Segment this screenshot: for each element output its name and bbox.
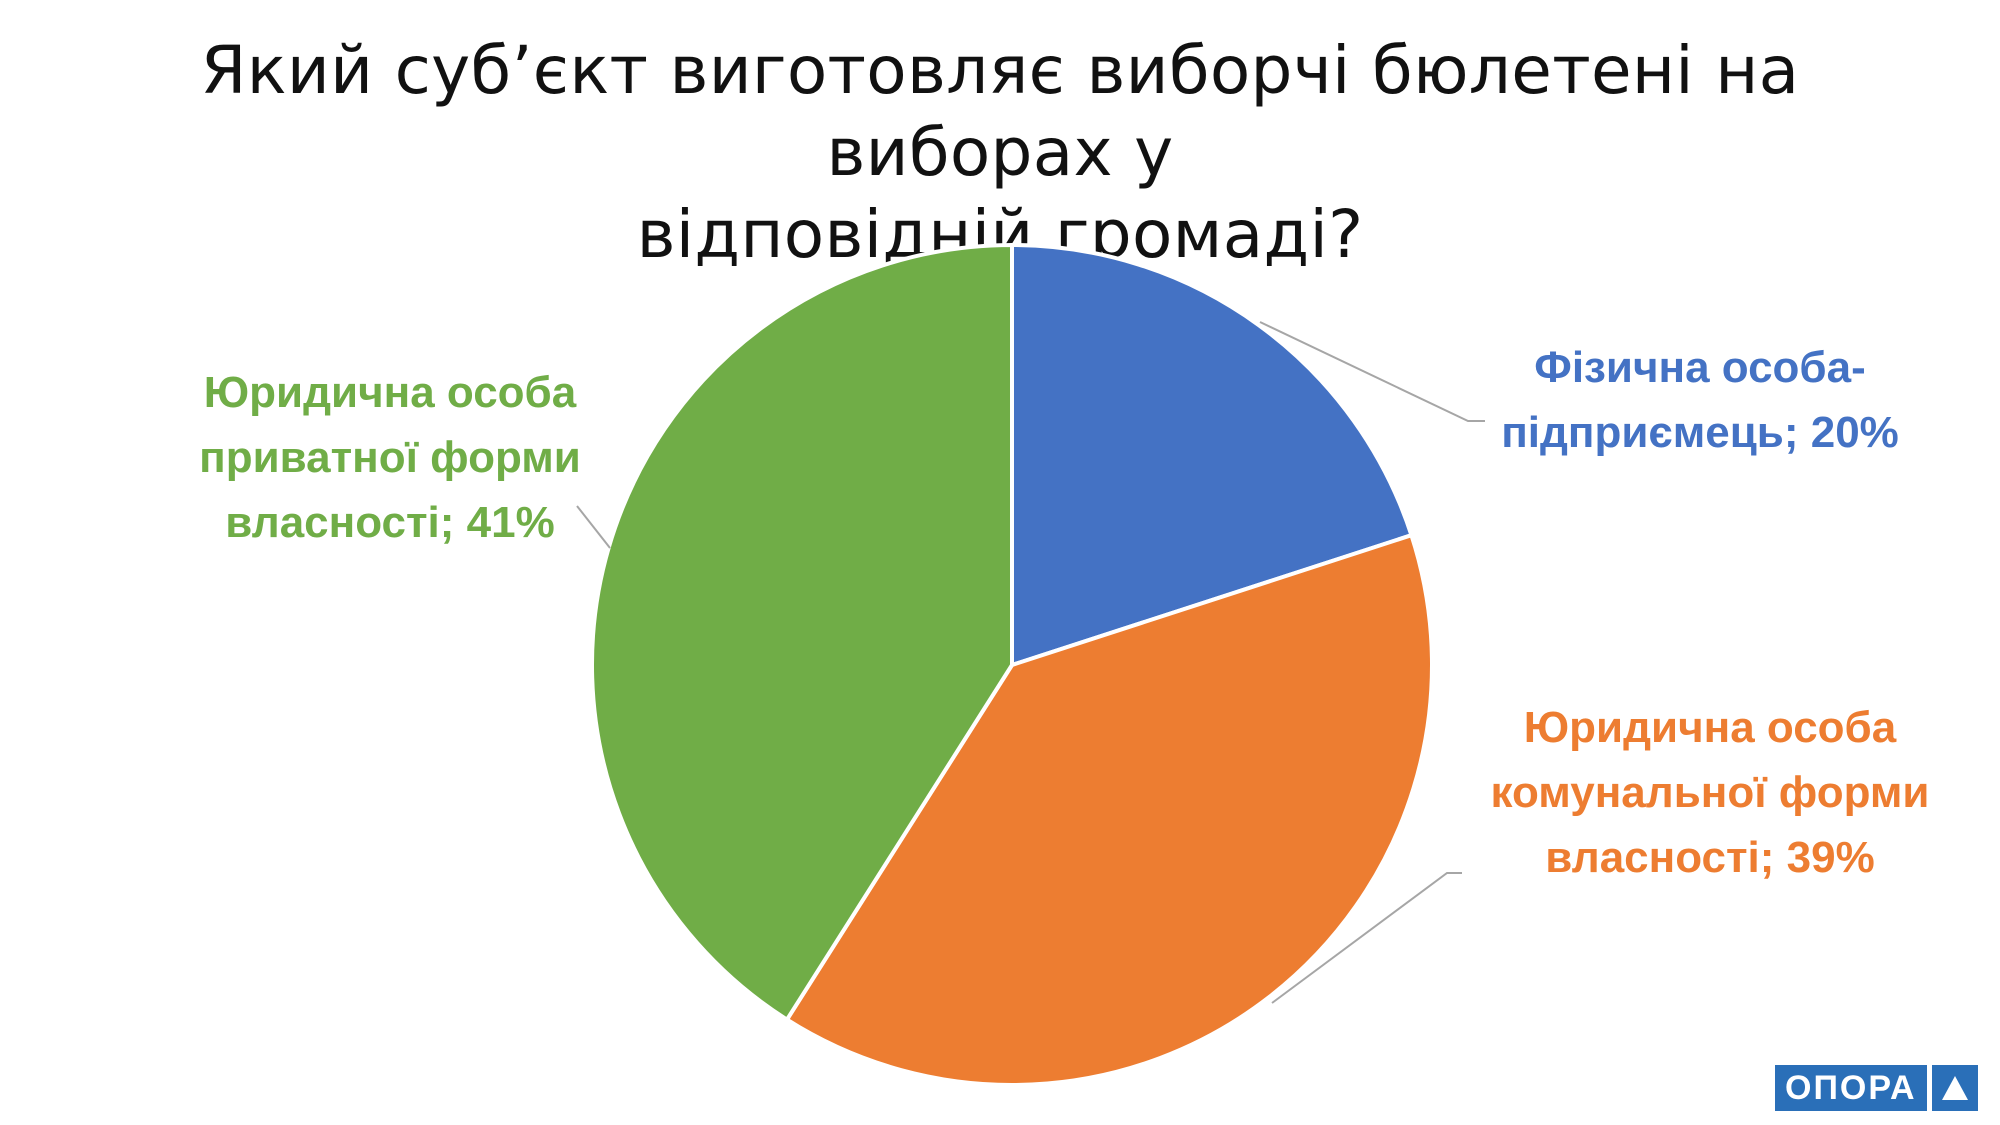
slice-label-line: власності; 39% [1545, 833, 1875, 882]
slice-label-individual-entrepreneur: Фізична особа- підприємець; 20% [1440, 335, 1960, 465]
leader-line [1271, 872, 1462, 1004]
opora-logo: ОПОРА [1775, 1065, 1978, 1111]
slice-label-line: Фізична особа- [1534, 343, 1866, 392]
pie-slice-communal-legal-entity [784, 533, 1434, 1087]
slice-label-communal-legal-entity: Юридична особа комунальної форми власнос… [1420, 695, 2000, 890]
slice-label-line: власності; 41% [225, 498, 555, 547]
leader-line [1259, 321, 1485, 422]
leader-line [576, 505, 611, 549]
slice-label-line: підприємець; 20% [1501, 408, 1899, 457]
chart-title-line-1: Який суб’єкт виготовляє виборчі бюлетені… [200, 32, 1800, 191]
logo-text: ОПОРА [1775, 1065, 1927, 1111]
slice-label-line: комунальної форми [1490, 768, 1930, 817]
pie-slice-individual-entrepreneur [1010, 243, 1414, 667]
chart-title: Який суб’єкт виготовляє виборчі бюлетені… [60, 30, 1940, 276]
slice-label-line: Юридична особа [1523, 703, 1897, 752]
slice-label-line: приватної форми [199, 433, 581, 482]
slice-label-private-legal-entity: Юридична особа приватної форми власності… [140, 360, 640, 555]
slice-label-line: Юридична особа [203, 368, 577, 417]
triangle-icon [1931, 1065, 1978, 1111]
